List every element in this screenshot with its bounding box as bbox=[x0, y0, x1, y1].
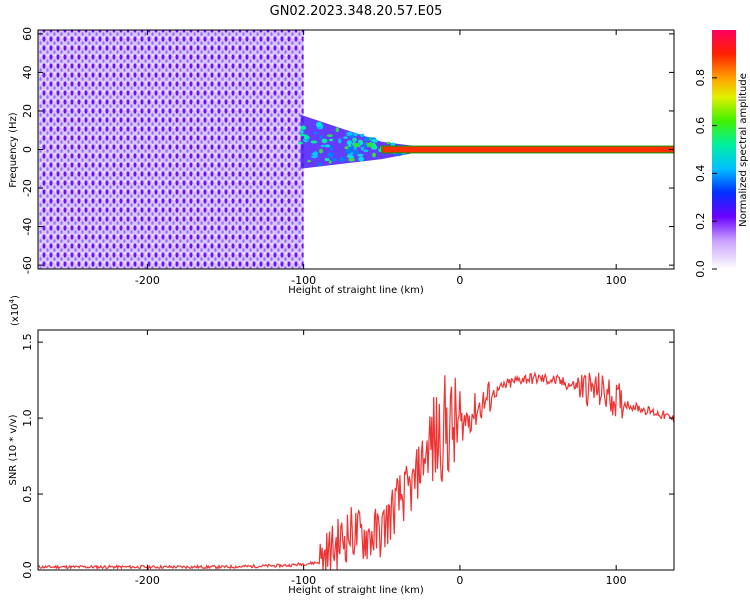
snr-axes: -200 -100 0 100 0.0 0.5 1.0 1.5 bbox=[21, 330, 674, 587]
colorbar bbox=[712, 30, 736, 269]
spectrogram-y-tick-label: -40 bbox=[21, 218, 34, 236]
spectrogram-panel bbox=[38, 30, 674, 269]
snr-x-label: Height of straight line (km) bbox=[288, 585, 424, 596]
colorbar-tick-label: 0.0 bbox=[694, 260, 707, 278]
blob-speck bbox=[331, 157, 338, 162]
blob-speck bbox=[353, 132, 358, 137]
signal-blob bbox=[298, 114, 412, 169]
blob-speck bbox=[348, 157, 355, 162]
blob-speck bbox=[358, 156, 365, 162]
colorbar-axis: 0.0 0.2 0.4 0.6 0.8 bbox=[694, 69, 717, 278]
blob-speck bbox=[324, 144, 331, 148]
spectrogram-x-tick-label: 100 bbox=[606, 274, 627, 287]
blob-speck bbox=[364, 143, 368, 149]
blob-speck bbox=[345, 148, 352, 154]
blob-speck bbox=[307, 159, 311, 163]
snr-y-tick-label: 0.5 bbox=[21, 485, 34, 503]
blob-speck bbox=[329, 138, 334, 142]
snr-x-tick-label: 100 bbox=[606, 574, 627, 587]
blob-speck bbox=[368, 142, 373, 148]
blob-speck bbox=[353, 142, 360, 148]
colorbar-tick-label: 0.2 bbox=[694, 212, 707, 230]
spectrogram-x-tick-label: 0 bbox=[456, 274, 463, 287]
blob-speck bbox=[360, 146, 365, 151]
spectrogram-y-tick-label: 40 bbox=[21, 65, 34, 79]
colorbar-tick-label: 0.8 bbox=[694, 69, 707, 87]
blob-speck bbox=[360, 133, 365, 137]
colorbar-tick-label: 0.6 bbox=[694, 117, 707, 135]
blob-speck bbox=[304, 134, 309, 140]
snr-x-tick-label: 0 bbox=[456, 574, 463, 587]
blob-speck bbox=[352, 149, 359, 155]
blob-speck bbox=[363, 149, 369, 153]
blob-speck bbox=[310, 140, 318, 144]
blob-speck bbox=[313, 131, 319, 135]
blob-speck bbox=[329, 146, 334, 151]
chart-title: GN02.2023.348.20.57.E05 bbox=[270, 4, 443, 19]
blob-speck bbox=[348, 146, 355, 150]
snr-series-line bbox=[38, 370, 674, 570]
spectrogram-x-label: Height of straight line (km) bbox=[288, 285, 424, 296]
blob-speck bbox=[352, 137, 357, 142]
blob-speck bbox=[300, 125, 307, 130]
snr-y-tick-label: 1.0 bbox=[21, 409, 34, 427]
blob-speck bbox=[321, 138, 328, 144]
spectrogram-y-tick-label: 0 bbox=[21, 146, 34, 153]
snr-y-label: SNR (10 * v/v) bbox=[8, 414, 19, 485]
blob-speck bbox=[317, 162, 322, 166]
blob-speck bbox=[346, 131, 353, 136]
snr-x-tick-label: -200 bbox=[135, 574, 160, 587]
narrow-tone-band bbox=[381, 145, 674, 154]
blob-speck bbox=[349, 135, 355, 139]
blob-speck bbox=[343, 136, 348, 139]
spectrogram-axes: -200 -100 0 100 60 40 20 0 -20 -40 -60 bbox=[21, 27, 674, 287]
blob-speck bbox=[300, 133, 306, 137]
spectrogram-y-tick-label: 20 bbox=[21, 104, 34, 118]
spectrogram-x-tick-label: -200 bbox=[135, 274, 160, 287]
snr-frame bbox=[37, 329, 675, 571]
blob-speck bbox=[319, 148, 323, 154]
blob-speck bbox=[358, 139, 363, 143]
blob-speck bbox=[335, 127, 339, 132]
snr-panel bbox=[38, 370, 674, 570]
snr-y-tick-label: 0.0 bbox=[21, 561, 34, 579]
blob-speck bbox=[370, 139, 377, 143]
blob-speck bbox=[386, 141, 391, 145]
blob-speck bbox=[338, 138, 342, 144]
spectrogram-y-tick-label: -20 bbox=[21, 179, 34, 197]
snr-y-tick-label: 1.5 bbox=[21, 333, 34, 351]
blob-speck bbox=[300, 130, 304, 134]
colorbar-label: Normalized spectral amplitude bbox=[738, 73, 749, 227]
blob-speck bbox=[328, 160, 332, 164]
blob-speck bbox=[363, 136, 370, 142]
spectrogram-y-tick-label: -60 bbox=[21, 256, 34, 274]
blob-speck bbox=[326, 134, 333, 138]
noise-region bbox=[38, 30, 304, 269]
spectrogram-y-label: Frequency (Hz) bbox=[8, 112, 19, 188]
snr-multiplier: (x104) bbox=[8, 295, 21, 326]
spectrogram-x-tick-label: -100 bbox=[291, 274, 316, 287]
blob-speck bbox=[327, 152, 334, 158]
blob-speck bbox=[298, 141, 303, 145]
blob-speck bbox=[372, 152, 376, 158]
blob-speck bbox=[339, 156, 346, 162]
blob-speck bbox=[320, 144, 325, 148]
blob-speck bbox=[315, 121, 323, 128]
blob-speck bbox=[390, 142, 396, 147]
blob-speck bbox=[348, 155, 353, 159]
blob-speck bbox=[319, 134, 323, 140]
snr-x-tick-label: -100 bbox=[291, 574, 316, 587]
blob-speck bbox=[346, 140, 352, 146]
blob-speck bbox=[312, 151, 319, 157]
blob-speck bbox=[357, 153, 364, 157]
blob-speck bbox=[324, 157, 330, 162]
colorbar-tick-label: 0.4 bbox=[694, 165, 707, 183]
spectrogram-y-tick-label: 60 bbox=[21, 27, 34, 41]
